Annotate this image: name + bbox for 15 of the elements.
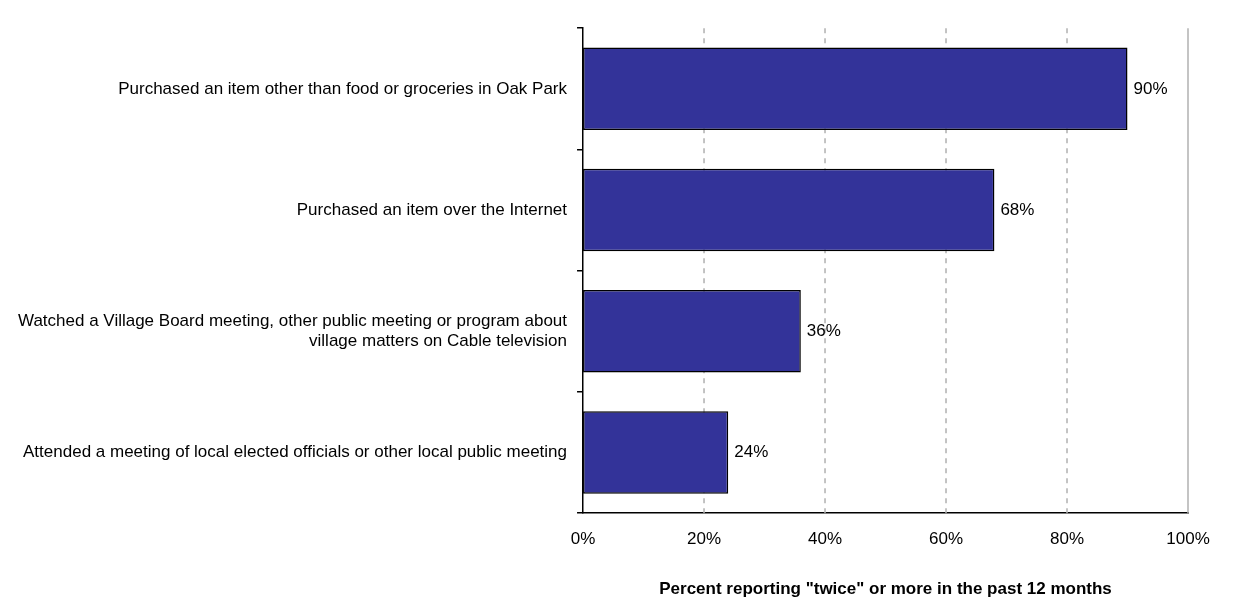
- data-label: 24%: [734, 442, 769, 462]
- data-label: 90%: [1133, 78, 1168, 98]
- y-tick-label: Purchased an item other than food or groceries in Oak Park: [118, 78, 568, 98]
- x-tick-label: 0%: [570, 529, 596, 549]
- y-tick-label: Attended a meeting of local elected officials or other local public meeting: [23, 442, 568, 462]
- x-tick-label: 100%: [1166, 529, 1210, 549]
- data-label: 68%: [1000, 199, 1035, 219]
- x-axis-title: Percent reporting "twice" or more in the past 12 months: [659, 579, 1112, 599]
- x-tick-label: 20%: [687, 529, 722, 549]
- y-tick-label: Watched a Village Board meeting, other public meeting or program about village matters on Cable television: [17, 310, 568, 351]
- data-label: 36%: [806, 321, 841, 341]
- y-tick-label: Purchased an item over the Internet: [296, 199, 568, 219]
- x-tick-label: 80%: [1049, 529, 1085, 549]
- x-tick-label: 60%: [929, 529, 964, 549]
- x-tick-label: 40%: [808, 529, 843, 549]
